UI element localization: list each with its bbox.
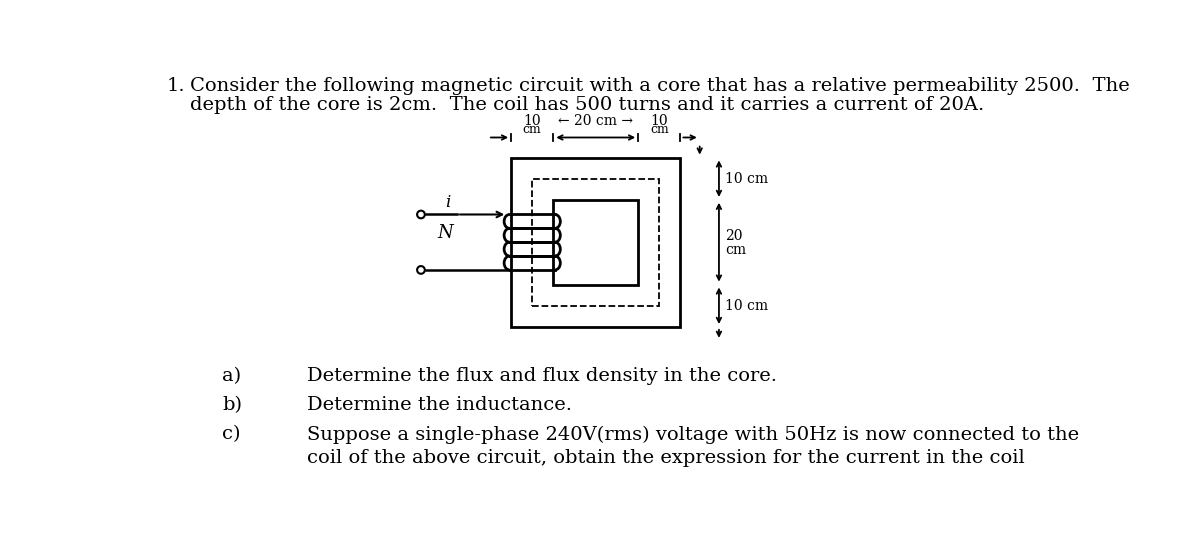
Text: coil of the above circuit, obtain the expression for the current in the coil: coil of the above circuit, obtain the ex… bbox=[307, 449, 1025, 467]
Text: ← 20 cm →: ← 20 cm → bbox=[558, 114, 634, 128]
Text: i: i bbox=[445, 194, 450, 211]
Text: Determine the flux and flux density in the core.: Determine the flux and flux density in t… bbox=[307, 367, 778, 385]
Text: Consider the following magnetic circuit with a core that has a relative permeabi: Consider the following magnetic circuit … bbox=[190, 77, 1129, 94]
Text: 10 cm: 10 cm bbox=[725, 299, 768, 313]
Text: cm: cm bbox=[523, 123, 541, 136]
Text: 20: 20 bbox=[725, 229, 743, 243]
Text: 10 cm: 10 cm bbox=[725, 172, 768, 186]
Text: 10: 10 bbox=[523, 114, 541, 128]
Text: N: N bbox=[438, 225, 454, 242]
Text: Suppose a single-phase 240V(rms) voltage with 50Hz is now connected to the: Suppose a single-phase 240V(rms) voltage… bbox=[307, 425, 1079, 444]
Text: a): a) bbox=[222, 367, 241, 385]
Text: b): b) bbox=[222, 396, 242, 414]
Text: cm: cm bbox=[725, 243, 746, 257]
Text: 1.: 1. bbox=[167, 77, 186, 94]
Bar bbox=[533, 178, 659, 306]
Text: cm: cm bbox=[650, 123, 668, 136]
Text: depth of the core is 2cm.  The coil has 500 turns and it carries a current of 20: depth of the core is 2cm. The coil has 5… bbox=[190, 96, 984, 114]
Text: c): c) bbox=[222, 425, 241, 444]
Text: 10: 10 bbox=[650, 114, 668, 128]
Bar bbox=[553, 200, 638, 284]
Text: Determine the inductance.: Determine the inductance. bbox=[307, 396, 572, 414]
Bar bbox=[511, 158, 680, 327]
